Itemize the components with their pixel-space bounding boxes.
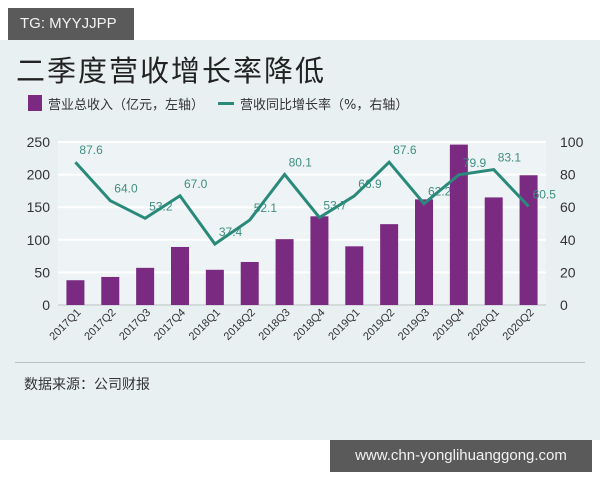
x-axis-tick: 2018Q4 <box>291 307 327 343</box>
left-axis-tick: 100 <box>27 232 51 248</box>
divider <box>15 362 585 363</box>
line-data-label: 64.0 <box>114 182 138 196</box>
bar <box>171 246 189 305</box>
x-axis-tick: 2018Q2 <box>222 307 258 343</box>
watermark-tag: TG: MYYJJPP <box>8 8 134 40</box>
line-data-label: 67.0 <box>184 177 208 191</box>
line-data-label: 60.5 <box>533 187 557 201</box>
growth-line <box>74 160 530 247</box>
bar <box>345 246 364 305</box>
bar <box>205 269 224 305</box>
legend-bar-label: 营业总收入（亿元，左轴） <box>48 97 205 113</box>
bar <box>240 261 259 305</box>
legend: 营业总收入（亿元，左轴） 营收同比增长率（%，右轴） <box>28 92 408 114</box>
left-axis-tick: 200 <box>27 167 51 183</box>
x-axis-tick: 2017Q2 <box>82 307 118 343</box>
data-source: 数据来源：公司财报 <box>24 377 150 393</box>
line-data-label: 87.6 <box>79 143 103 157</box>
line-data-label: 80.1 <box>289 155 313 169</box>
line-data-label: 79.9 <box>463 156 487 170</box>
x-axis-tick: 2017Q3 <box>117 307 153 343</box>
x-axis-tick: 2019Q4 <box>431 307 467 343</box>
x-axis-tick: 2018Q1 <box>187 307 223 343</box>
bar <box>66 280 85 305</box>
right-axis-tick: 60 <box>560 199 576 215</box>
bar <box>449 144 468 305</box>
right-axis-tick: 0 <box>560 297 568 313</box>
left-axis-tick: 50 <box>34 264 50 280</box>
left-axis-tick: 150 <box>27 199 51 215</box>
footer-url: www.chn-yonglihuanggong.com <box>330 440 592 472</box>
x-axis-tick: 2020Q2 <box>501 307 537 343</box>
x-axis-tick: 2019Q2 <box>361 307 397 343</box>
bar <box>519 175 538 305</box>
bar <box>415 199 433 305</box>
x-axis-tick: 2020Q1 <box>466 307 502 343</box>
bar <box>310 216 329 305</box>
right-axis-tick: 80 <box>560 167 576 183</box>
bar <box>101 276 120 305</box>
line-data-label: 83.1 <box>498 151 522 165</box>
x-axis-tick: 2019Q1 <box>326 307 362 343</box>
chart-title: 二季度营收增长率降低 <box>16 54 327 88</box>
left-axis-tick: 0 <box>42 297 50 313</box>
x-axis-tick: 2018Q3 <box>257 307 293 343</box>
bar <box>136 267 155 305</box>
x-axis-tick: 2017Q1 <box>47 307 83 343</box>
legend-line-swatch <box>218 101 235 105</box>
right-axis-tick: 100 <box>560 134 584 150</box>
bar <box>380 224 399 305</box>
combo-chart: 0 0 50 20 100 40 150 60 200 80 250 100 87.6 2017Q1 64.… <box>27 134 584 343</box>
line-data-label: 53.7 <box>323 198 347 212</box>
bar <box>275 239 294 305</box>
left-axis-tick: 250 <box>27 134 51 150</box>
legend-line-label: 营收同比增长率（%，右轴） <box>240 97 409 113</box>
bar <box>484 197 503 305</box>
line-data-label: 87.6 <box>393 143 417 157</box>
right-axis-tick: 20 <box>560 264 576 280</box>
x-axis-tick: 2017Q4 <box>152 307 188 343</box>
legend-bar-swatch <box>28 95 42 111</box>
line-data-label: 52.1 <box>254 201 278 215</box>
right-axis-tick: 40 <box>560 232 576 248</box>
x-axis-tick: 2019Q3 <box>396 307 432 343</box>
